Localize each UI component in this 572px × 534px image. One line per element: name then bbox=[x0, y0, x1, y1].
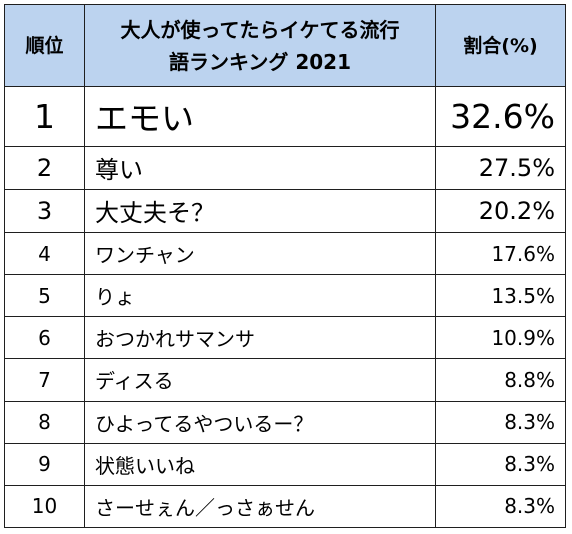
header-title-line1: 大人が使ってたらイケてる流行 bbox=[120, 17, 400, 42]
header-title-line2: 語ランキング 2021 bbox=[168, 49, 352, 74]
word-cell: りょ bbox=[84, 274, 436, 318]
rank-cell: 1 bbox=[4, 86, 85, 147]
word-cell: 大丈夫そ？ bbox=[84, 188, 436, 233]
share-cell: 27.5% bbox=[435, 145, 566, 190]
table-body: 1 エモい 32.6% 2 尊い 27.5% 3 大丈夫そ？ 20.2% 4 ワンチャン 17.6% 5… bbox=[4, 86, 566, 529]
share-cell: 32.6% bbox=[435, 86, 566, 147]
share-cell: 8.3% bbox=[435, 442, 566, 486]
share-cell: 8.3% bbox=[435, 400, 566, 444]
word-cell: エモい bbox=[84, 86, 436, 147]
rank-cell: 2 bbox=[4, 145, 85, 190]
table-row: 1 エモい 32.6% bbox=[4, 86, 566, 147]
rank-cell: 7 bbox=[4, 358, 85, 402]
rank-cell: 10 bbox=[4, 484, 85, 529]
word-cell: ひよってるやついるー？ bbox=[84, 400, 436, 444]
table-row: 3 大丈夫そ？ 20.2% bbox=[4, 188, 566, 233]
table-row: 7 ディスる 8.8% bbox=[4, 358, 566, 402]
table-row: 5 りょ 13.5% bbox=[4, 274, 566, 318]
word-cell: 状態いいね bbox=[84, 442, 436, 486]
header-title: 大人が使ってたらイケてる流行 語ランキング 2021 bbox=[84, 4, 436, 87]
rank-cell: 6 bbox=[4, 316, 85, 360]
table-row: 2 尊い 27.5% bbox=[4, 145, 566, 190]
rank-cell: 9 bbox=[4, 442, 85, 486]
word-cell: さーせぇん／っさぁせん bbox=[84, 484, 436, 529]
share-cell: 20.2% bbox=[435, 188, 566, 233]
table-row: 10 さーせぇん／っさぁせん 8.3% bbox=[4, 484, 566, 529]
rank-cell: 8 bbox=[4, 400, 85, 444]
word-cell: おつかれサマンサ bbox=[84, 316, 436, 360]
ranking-table: 順位 大人が使ってたらイケてる流行 語ランキング 2021 割合(%) 1 エモい… bbox=[4, 4, 566, 529]
share-cell: 10.9% bbox=[435, 316, 566, 360]
rank-cell: 4 bbox=[4, 231, 85, 276]
rank-cell: 3 bbox=[4, 188, 85, 233]
word-cell: ディスる bbox=[84, 358, 436, 402]
rank-cell: 5 bbox=[4, 274, 85, 318]
share-cell: 13.5% bbox=[435, 274, 566, 318]
table-row: 9 状態いいね 8.3% bbox=[4, 442, 566, 486]
header-row: 順位 大人が使ってたらイケてる流行 語ランキング 2021 割合(%) bbox=[4, 4, 566, 87]
word-cell: 尊い bbox=[84, 145, 436, 190]
share-cell: 8.8% bbox=[435, 358, 566, 402]
table-row: 8 ひよってるやついるー？ 8.3% bbox=[4, 400, 566, 444]
table-row: 4 ワンチャン 17.6% bbox=[4, 231, 566, 276]
share-cell: 17.6% bbox=[435, 231, 566, 276]
table-row: 6 おつかれサマンサ 10.9% bbox=[4, 316, 566, 360]
share-cell: 8.3% bbox=[435, 484, 566, 529]
header-rank: 順位 bbox=[4, 4, 85, 87]
header-share: 割合(%) bbox=[435, 4, 566, 87]
word-cell: ワンチャン bbox=[84, 231, 436, 276]
table-header: 順位 大人が使ってたらイケてる流行 語ランキング 2021 割合(%) bbox=[4, 4, 566, 87]
